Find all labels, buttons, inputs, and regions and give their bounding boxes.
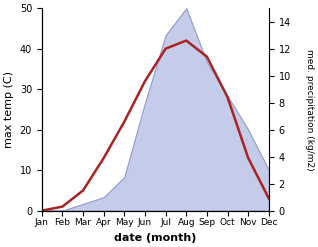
Y-axis label: max temp (C): max temp (C) <box>4 71 14 148</box>
Y-axis label: med. precipitation (kg/m2): med. precipitation (kg/m2) <box>305 49 314 170</box>
X-axis label: date (month): date (month) <box>114 233 197 243</box>
